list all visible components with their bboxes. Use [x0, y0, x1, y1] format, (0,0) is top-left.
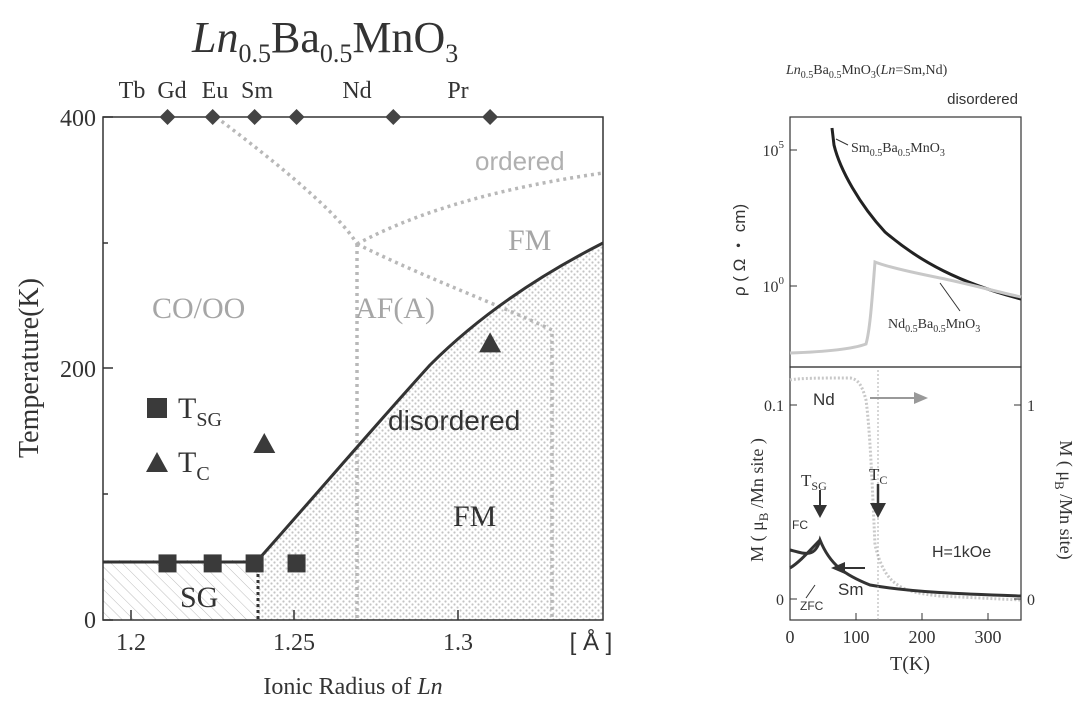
sm-curve-label: Sm0.5Ba0.5MnO3	[851, 141, 945, 159]
zfc-annotation: ZFC	[800, 599, 824, 613]
zfc-leader	[805, 584, 816, 599]
resistivity-y-ticks	[790, 149, 797, 287]
field-annotation: H=1kOe	[932, 544, 991, 561]
left-y-ticks	[103, 116, 113, 621]
tc-data-point	[253, 432, 276, 453]
nd-annotation: Nd	[813, 390, 835, 409]
nd-curve-label: Nd0.5Ba0.5MnO3	[888, 317, 980, 335]
element-diamond-marker	[159, 109, 176, 125]
right-disordered-label: disordered	[947, 91, 1018, 108]
tsg-data-point	[245, 554, 264, 573]
element-diamond-marker	[482, 109, 499, 125]
sm-axis-arrowhead	[831, 562, 845, 574]
m-left-y-tick-0: 0	[776, 592, 784, 609]
region-label-ordered: ordered	[475, 146, 565, 176]
left-x-tick-1.25: 1.25	[273, 630, 315, 656]
left-x-ticks	[130, 610, 459, 620]
sm-resistivity-curve	[830, 127, 1022, 301]
element-label-nd: Nd	[342, 78, 371, 104]
element-label-sm: Sm	[241, 78, 273, 104]
element-label-eu: Eu	[202, 78, 229, 104]
tc-markers	[253, 332, 502, 453]
element-markers	[159, 109, 499, 125]
x-tick-300: 300	[975, 627, 1002, 647]
left-phase-diagram: Ln0.5Ba0.5MnO3 Tb Gd Eu Sm Nd Pr	[14, 13, 612, 700]
nd-label-leader	[939, 282, 961, 312]
resistivity-y-tick-1e5: 105	[763, 139, 785, 160]
region-label-fm-bottom: FM	[453, 500, 496, 533]
nd-axis-arrowhead	[914, 392, 928, 404]
left-y-axis-label: Temperature(K)	[14, 278, 45, 458]
magnetization-ticks	[789, 404, 1021, 620]
region-label-disordered: disordered	[388, 405, 520, 436]
resistivity-y-tick-1e0: 100	[763, 275, 785, 296]
element-diamond-marker	[385, 109, 402, 125]
left-x-tick-1.2: 1.2	[116, 630, 146, 656]
tsg-data-point	[158, 554, 177, 573]
legend-tsg-square	[147, 398, 167, 418]
region-label-co-oo: CO/OO	[152, 292, 245, 325]
m-right-y-tick-0: 0	[1027, 592, 1035, 609]
tsg-data-point	[203, 554, 222, 573]
magnetization-plot-frame	[789, 366, 1022, 621]
left-y-tick-200: 200	[60, 357, 96, 383]
element-diamond-marker	[204, 109, 221, 125]
tsg-arrowhead	[813, 505, 827, 518]
left-y-tick-400: 400	[60, 106, 96, 132]
left-chart-title: Ln0.5Ba0.5MnO3	[191, 13, 458, 68]
left-x-unit: [ Å ]	[570, 628, 613, 656]
m-left-y-axis-label: M ( μB /Mn site )	[747, 438, 771, 562]
x-tick-100: 100	[843, 627, 870, 647]
legend-tc-triangle	[146, 452, 168, 472]
tc-data-point	[479, 332, 502, 353]
element-diamond-marker	[288, 109, 305, 125]
fc-annotation: FC	[792, 518, 808, 532]
legend-tc-label: TC	[178, 446, 210, 485]
right-panel: Ln0.5Ba0.5MnO3(Ln=Sm,Nd) disordered Sm0.…	[730, 63, 1076, 675]
nd-resistivity-curve	[789, 259, 1022, 355]
ordered-boundary	[356, 171, 604, 246]
tc-annotation: TC	[869, 465, 887, 487]
magnetization-x-axis-label: T(K)	[890, 653, 930, 675]
left-x-tick-1.3: 1.3	[443, 630, 473, 656]
sm-fc-curve	[789, 535, 1022, 598]
co-oo-boundary-upper	[214, 115, 359, 245]
m-right-y-tick-1: 1	[1027, 398, 1035, 415]
resistivity-y-axis-label: ρ ( Ω ・ cm)	[730, 204, 749, 296]
sg-region	[103, 560, 258, 620]
x-tick-0: 0	[786, 627, 795, 647]
sm-annotation: Sm	[838, 580, 864, 599]
tsg-data-point	[287, 554, 306, 573]
element-label-pr: Pr	[447, 78, 468, 104]
phase-boundaries	[214, 115, 604, 620]
element-label-gd: Gd	[157, 78, 186, 104]
tc-boundary-line	[256, 241, 604, 561]
tsg-annotation: TSG	[801, 471, 827, 493]
sm-label-leader	[835, 138, 849, 146]
legend-tsg-label: TSG	[178, 392, 222, 431]
region-label-fm-top: FM	[508, 224, 551, 257]
nd-magnetization-curve	[789, 376, 1022, 602]
tsg-markers	[158, 554, 306, 573]
right-chart-title: Ln0.5Ba0.5MnO3(Ln=Sm,Nd)	[785, 63, 948, 81]
region-label-af-a: AF(A)	[355, 292, 435, 325]
left-y-tick-0: 0	[84, 608, 96, 634]
sm-zfc-curve	[789, 538, 822, 570]
tc-arrowhead	[870, 503, 886, 518]
m-left-y-tick-0.1: 0.1	[764, 398, 784, 415]
left-x-axis-label: Ionic Radius of Ln	[263, 674, 442, 700]
element-diamond-marker	[246, 109, 263, 125]
m-right-y-axis-label: M ( μB /Mn site)	[1052, 440, 1076, 559]
x-tick-200: 200	[909, 627, 936, 647]
element-label-tb: Tb	[119, 78, 146, 104]
disordered-fm-region	[258, 243, 603, 620]
region-label-sg: SG	[180, 581, 218, 614]
